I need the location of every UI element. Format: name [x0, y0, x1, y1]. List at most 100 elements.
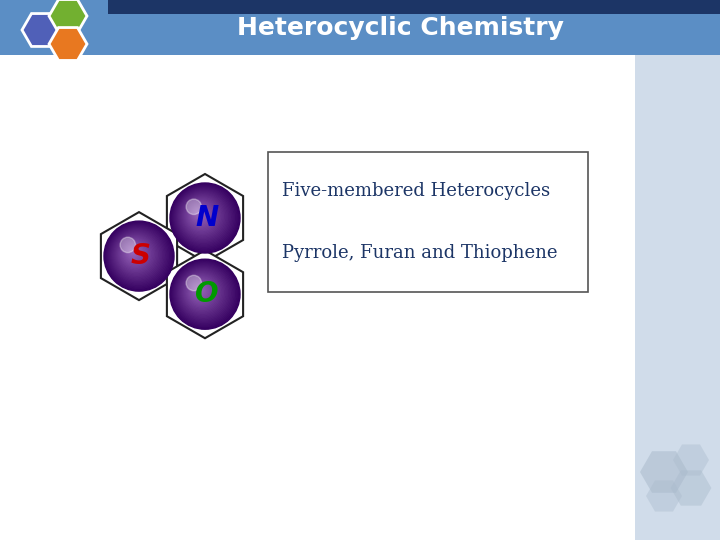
Circle shape: [131, 250, 135, 254]
Circle shape: [186, 199, 202, 214]
Circle shape: [193, 284, 207, 298]
Circle shape: [105, 222, 173, 290]
Text: N: N: [195, 204, 219, 232]
Circle shape: [193, 208, 207, 221]
Text: Five-membered Heterocycles: Five-membered Heterocycles: [282, 182, 550, 200]
Circle shape: [109, 226, 167, 285]
Circle shape: [186, 275, 202, 291]
Circle shape: [106, 223, 171, 288]
Circle shape: [130, 249, 137, 256]
Polygon shape: [646, 481, 682, 511]
Circle shape: [126, 245, 143, 261]
Circle shape: [114, 232, 159, 276]
Circle shape: [182, 197, 222, 236]
Circle shape: [120, 238, 152, 270]
Circle shape: [112, 230, 163, 281]
Circle shape: [187, 201, 215, 229]
Circle shape: [197, 212, 202, 217]
Circle shape: [187, 278, 215, 306]
Circle shape: [178, 267, 229, 319]
Circle shape: [114, 231, 161, 278]
Circle shape: [179, 269, 226, 316]
Circle shape: [195, 210, 204, 219]
Circle shape: [117, 234, 156, 274]
Circle shape: [181, 272, 223, 314]
Circle shape: [194, 285, 206, 296]
Circle shape: [191, 282, 210, 300]
Circle shape: [108, 225, 168, 286]
Circle shape: [184, 274, 221, 311]
Text: O: O: [195, 280, 219, 308]
Circle shape: [181, 195, 223, 237]
Circle shape: [184, 198, 220, 233]
Circle shape: [121, 240, 149, 268]
Circle shape: [120, 237, 135, 253]
Circle shape: [182, 273, 222, 312]
Circle shape: [195, 286, 204, 295]
Polygon shape: [673, 444, 709, 476]
Circle shape: [176, 190, 230, 244]
Circle shape: [190, 281, 211, 302]
Circle shape: [118, 237, 153, 272]
Circle shape: [124, 242, 145, 264]
Polygon shape: [101, 212, 177, 300]
Circle shape: [186, 200, 217, 231]
Circle shape: [186, 276, 217, 307]
Circle shape: [189, 204, 212, 227]
Circle shape: [104, 221, 174, 291]
Bar: [635, 0, 720, 540]
Circle shape: [191, 206, 210, 224]
Circle shape: [115, 233, 158, 275]
Circle shape: [174, 264, 235, 324]
Circle shape: [109, 227, 166, 284]
Text: Heterocyclic Chemistry: Heterocyclic Chemistry: [237, 16, 564, 40]
Polygon shape: [167, 250, 243, 338]
Circle shape: [184, 198, 221, 235]
Circle shape: [175, 265, 233, 323]
Bar: [268, 152, 588, 292]
Polygon shape: [22, 14, 60, 46]
Circle shape: [184, 275, 220, 309]
Circle shape: [176, 265, 232, 321]
Circle shape: [197, 288, 202, 293]
Circle shape: [192, 207, 208, 223]
Circle shape: [198, 289, 200, 291]
Circle shape: [196, 211, 203, 218]
Circle shape: [176, 266, 230, 320]
Circle shape: [172, 185, 238, 251]
Circle shape: [188, 279, 214, 305]
Circle shape: [185, 275, 218, 308]
Circle shape: [174, 187, 235, 248]
Circle shape: [132, 251, 134, 253]
Text: S: S: [131, 242, 151, 270]
Circle shape: [190, 205, 211, 226]
Circle shape: [173, 262, 236, 325]
Circle shape: [125, 244, 144, 262]
Circle shape: [117, 235, 155, 273]
Circle shape: [179, 193, 226, 240]
Circle shape: [111, 228, 164, 282]
Circle shape: [192, 283, 208, 299]
Polygon shape: [49, 28, 87, 60]
Circle shape: [185, 199, 218, 232]
Circle shape: [128, 247, 140, 259]
Circle shape: [122, 241, 148, 266]
Circle shape: [179, 192, 228, 241]
Circle shape: [181, 194, 225, 239]
Circle shape: [172, 261, 238, 327]
Bar: [0, 0, 720, 55]
Circle shape: [189, 280, 212, 303]
Polygon shape: [640, 451, 688, 493]
Circle shape: [171, 260, 238, 328]
Circle shape: [176, 189, 232, 245]
Circle shape: [129, 248, 138, 257]
Circle shape: [170, 259, 240, 329]
Circle shape: [120, 239, 150, 269]
Text: Pyrrole, Furan and Thiophene: Pyrrole, Furan and Thiophene: [282, 244, 557, 262]
Circle shape: [181, 271, 225, 315]
Polygon shape: [167, 174, 243, 262]
Circle shape: [127, 246, 141, 260]
Circle shape: [178, 191, 229, 242]
Circle shape: [171, 184, 238, 252]
Polygon shape: [49, 0, 87, 32]
